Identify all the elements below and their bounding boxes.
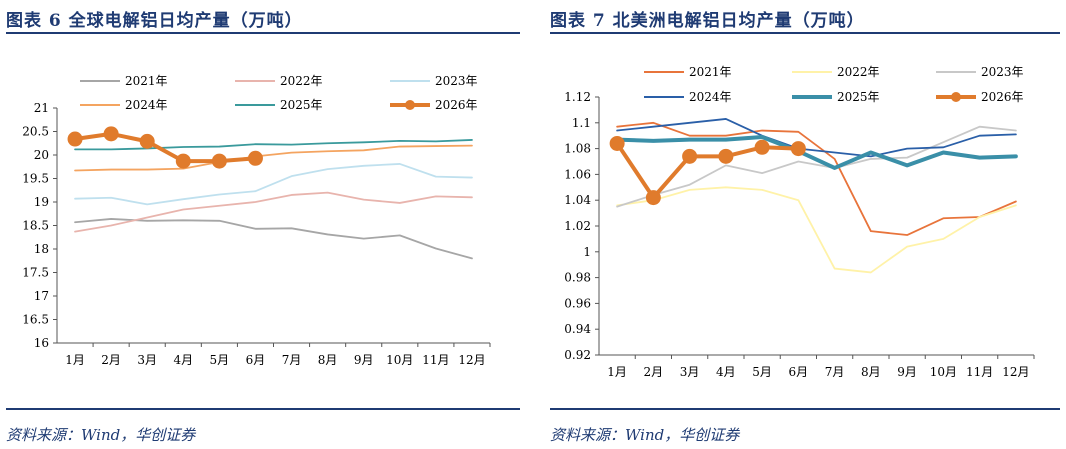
series-point-2026年 [754,139,770,155]
series-point-2026年 [67,131,83,147]
series-point-2026年 [682,148,698,164]
source-rule [550,408,1060,410]
x-tick-label: 5月 [752,365,772,379]
x-tick-label: 7月 [825,365,845,379]
x-tick-label: 9月 [354,353,374,367]
figure-6-chart: 16 16.5 17 17.5 18 18.5 19 19.5 20 20.5 21 1月 2月 3月 4月… [22,74,491,367]
x-tick-label: 7月 [282,353,302,367]
legend-label: 2026年 [435,98,478,112]
y-tick-label: 20.5 [22,125,49,139]
series-line-2021年 [616,121,1017,236]
legend-label: 2021年 [125,74,168,88]
legend-label: 2022年 [280,74,323,88]
figure-7-panel: 图表 7 北美洲电解铝日均产量（万吨） 0.92 0.94 0.96 0.98 1 1.0… [544,0,1064,449]
series-point-2026年 [718,148,734,164]
legend-marker [405,100,415,110]
title-rule [550,32,1060,34]
y-tick-label: 18 [34,242,49,256]
y-tick-label: 0.94 [564,322,591,336]
x-tick-label: 4月 [716,365,736,379]
figure-6-title: 图表 6 全球电解铝日均产量（万吨） [6,11,303,31]
legend-label: 2023年 [981,65,1024,79]
x-tick-label: 1月 [65,353,85,367]
series-line-2021年 [74,218,473,260]
y-tick-label: 19.5 [22,172,49,186]
series-line-2024年 [74,144,473,172]
y-tick-label: 21 [34,101,49,115]
y-tick-label: 17.5 [22,266,49,280]
legend-label: 2023年 [435,74,478,88]
series-line-2022年 [74,191,473,233]
y-tick-label: 1.06 [564,167,591,181]
x-tick-label: 1月 [607,365,627,379]
series-point-2026年 [139,133,155,149]
y-tick-label: 1.1 [572,116,591,130]
x-tick-label: 6月 [789,365,809,379]
series-line-2025年 [615,134,1018,170]
legend-label: 2021年 [689,65,732,79]
y-tick-label: 19 [34,195,49,209]
legend-marker [951,92,961,102]
x-tick-label: 10月 [386,353,413,367]
y-tick-label: 0.96 [564,296,591,310]
x-tick-label: 8月 [318,353,338,367]
series-line-2023年 [74,163,473,206]
x-tick-label: 12月 [1002,365,1029,379]
y-tick-label: 20 [34,148,49,162]
x-tick-label: 3月 [137,353,157,367]
series-line-2023年 [616,125,1017,208]
series-point-2026年 [175,153,191,169]
y-tick-label: 1.04 [564,193,591,207]
legend-label: 2022年 [837,65,880,79]
x-tick-label: 2月 [101,353,121,367]
x-tick-label: 3月 [680,365,700,379]
legend-label: 2026年 [981,90,1024,104]
x-tick-label: 12月 [458,353,485,367]
x-tick-label: 4月 [173,353,193,367]
figure-7-chart: 0.92 0.94 0.96 0.98 1 1.02 1.04 1.06 1.08 1.1 1.12… [564,65,1035,379]
y-tick-label: 16 [34,336,49,350]
y-tick-label: 1.12 [564,90,591,104]
y-tick-label: 1 [583,245,591,259]
x-tick-label: 8月 [861,365,881,379]
y-tick-label: 17 [34,289,49,303]
x-tick-label: 2月 [644,365,664,379]
y-tick-label: 18.5 [22,219,49,233]
y-tick-label: 1.02 [564,219,591,233]
y-tick-label: 1.08 [564,142,591,156]
series-line-2025年 [74,139,473,151]
source-rule [6,408,520,410]
figure-7-source: 资料来源：Wind，华创证券 [550,426,740,444]
legend-label: 2024年 [125,98,168,112]
series-line-2024年 [616,118,1017,158]
x-tick-label: 9月 [897,365,917,379]
series-point-2026年 [211,153,227,169]
series-point-2026年 [103,126,119,142]
legend-label: 2024年 [689,90,732,104]
figure-6-panel: 图表 6 全球电解铝日均产量（万吨） 16 16.5 17 17.5 18 18.5 19 1… [0,0,520,449]
x-tick-label: 6月 [246,353,266,367]
series-point-2026年 [609,135,625,151]
figure-6-source: 资料来源：Wind，华创证券 [6,426,196,444]
y-tick-label: 16.5 [22,313,49,327]
x-tick-label: 11月 [422,353,449,367]
series-line-2022年 [616,186,1017,274]
series-point-2026年 [247,150,263,166]
title-rule [6,32,520,34]
y-tick-label: 0.92 [564,348,591,362]
legend-label: 2025年 [280,98,323,112]
x-tick-label: 10月 [930,365,957,379]
figure-7-title: 图表 7 北美洲电解铝日均产量（万吨） [550,11,865,31]
series-point-2026年 [790,141,806,157]
y-tick-label: 0.98 [564,271,591,285]
series-point-2026年 [645,190,661,206]
x-tick-label: 11月 [966,365,993,379]
x-tick-label: 5月 [210,353,230,367]
legend-label: 2025年 [837,90,880,104]
